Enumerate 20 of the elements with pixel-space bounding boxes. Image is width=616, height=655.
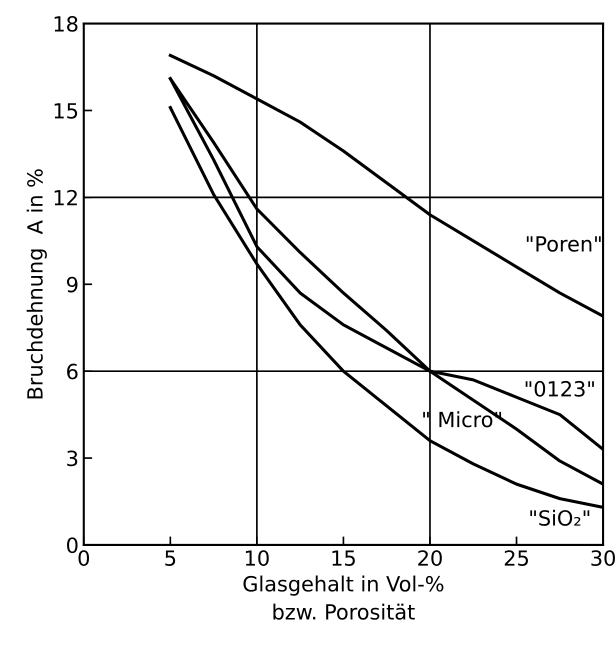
y-tick-label: 0 <box>67 537 78 554</box>
x-tick-label: 25 <box>504 550 528 566</box>
x-axis-title: Glasgehalt in Vol-% bzw. Porosität <box>243 576 444 620</box>
series-label: " Micro" <box>423 411 502 428</box>
y-tick-label: 6 <box>67 364 78 380</box>
y-tick-label: 18 <box>54 16 78 32</box>
series-label: "SiO₂" <box>530 510 590 526</box>
x-tick-label: 10 <box>246 550 269 566</box>
y-tick-label: 3 <box>67 450 78 466</box>
y-tick-label: 15 <box>54 103 78 119</box>
x-tick-label: 20 <box>418 550 442 566</box>
x-tick-label: 30 <box>591 550 615 566</box>
x-tick-label: 15 <box>332 550 355 566</box>
y-tick-label: 12 <box>54 190 77 206</box>
series-label: "Poren" <box>526 236 601 252</box>
y-tick-label: 9 <box>66 276 78 292</box>
x-tick-label: 0 <box>78 550 90 566</box>
series-label: "0123" <box>526 380 594 397</box>
y-axis-title: Bruchdehnung A in % <box>26 169 47 398</box>
x-tick-label: 5 <box>165 550 176 566</box>
